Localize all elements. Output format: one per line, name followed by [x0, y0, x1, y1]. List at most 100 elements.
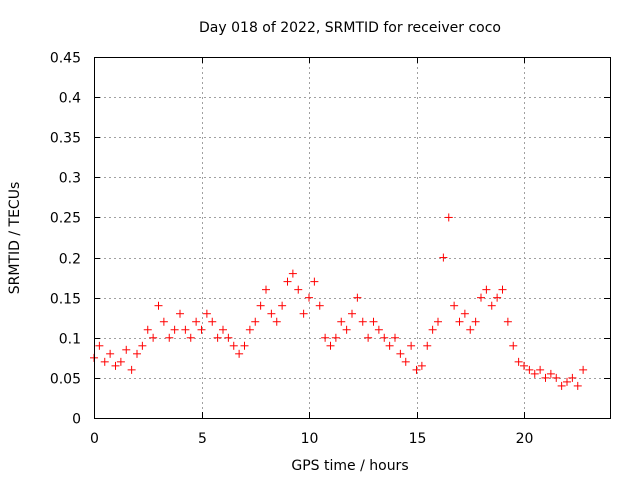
- data-point: [525, 365, 534, 374]
- data-point: [439, 253, 448, 262]
- data-point: [197, 325, 206, 334]
- points-layer: [90, 213, 588, 390]
- data-point: [202, 309, 211, 318]
- data-point: [100, 357, 109, 366]
- data-point: [321, 333, 330, 342]
- y-tick-label: 0.25: [50, 211, 81, 227]
- data-point: [192, 317, 201, 326]
- data-point: [401, 357, 410, 366]
- data-point: [299, 309, 308, 318]
- y-tick-label: 0.1: [59, 332, 81, 348]
- data-point: [310, 277, 319, 286]
- data-point: [428, 325, 437, 334]
- data-point: [245, 325, 254, 334]
- data-point: [235, 349, 244, 358]
- data-point: [477, 293, 485, 302]
- y-tick-label: 0.35: [50, 131, 81, 147]
- data-point: [154, 301, 163, 310]
- data-point: [331, 333, 340, 342]
- data-point: [208, 317, 217, 326]
- y-tick-label: 0.45: [50, 51, 81, 67]
- data-point: [423, 341, 432, 350]
- data-point: [159, 317, 168, 326]
- ticks-layer: [94, 57, 610, 419]
- x-tick-label: 10: [301, 431, 319, 447]
- x-tick-label: 0: [90, 431, 99, 447]
- y-tick-label: 0.3: [59, 171, 81, 187]
- data-point: [358, 317, 367, 326]
- data-point: [272, 317, 281, 326]
- data-point: [573, 381, 582, 390]
- data-point: [176, 309, 184, 318]
- x-axis-label: GPS time / hours: [291, 458, 408, 474]
- data-point: [315, 301, 324, 310]
- y-tick-label: 0.2: [59, 252, 81, 268]
- data-point: [364, 333, 373, 342]
- data-point: [283, 277, 292, 286]
- data-point: [487, 301, 496, 310]
- data-point: [288, 269, 297, 278]
- y-tick-label: 0: [72, 412, 81, 428]
- data-point: [460, 309, 469, 318]
- data-point: [374, 325, 383, 334]
- data-point: [353, 293, 362, 302]
- data-point: [407, 341, 416, 350]
- x-tick-label: 20: [516, 431, 534, 447]
- data-point: [396, 349, 405, 358]
- x-tick-label: 15: [409, 431, 427, 447]
- data-point: [466, 325, 475, 334]
- data-point: [557, 381, 566, 390]
- data-point: [95, 341, 104, 350]
- data-point: [369, 317, 378, 326]
- data-point: [471, 317, 480, 326]
- data-point: [165, 333, 174, 342]
- labels-layer: 0 0.05 0.1 0.15 0.2 0.25 0.3 0.35 0.4 0.45 0 5 10 15 2…: [50, 51, 534, 448]
- data-point: [536, 365, 545, 374]
- data-point: [546, 369, 555, 378]
- data-point: [106, 349, 115, 358]
- data-point: [240, 341, 249, 350]
- data-point: [509, 341, 518, 350]
- data-point: [520, 361, 528, 370]
- data-point: [482, 285, 491, 294]
- x-tick-label: 5: [198, 431, 207, 447]
- data-point: [213, 333, 222, 342]
- data-point: [514, 357, 523, 366]
- chart-title: Day 018 of 2022, SRMTID for receiver coc…: [199, 20, 501, 36]
- data-point: [563, 377, 571, 386]
- data-point: [111, 361, 120, 370]
- data-point: [278, 301, 287, 310]
- data-point: [530, 369, 539, 378]
- data-point: [170, 325, 179, 334]
- data-point: [229, 341, 238, 350]
- data-point: [493, 293, 502, 302]
- data-point: [294, 285, 303, 294]
- data-point: [444, 213, 453, 222]
- data-point: [224, 333, 233, 342]
- data-point: [326, 341, 335, 350]
- data-point: [186, 333, 195, 342]
- data-point: [450, 301, 459, 310]
- data-point: [219, 325, 227, 334]
- data-point: [116, 357, 125, 366]
- y-tick-label: 0.05: [50, 372, 81, 388]
- data-point: [256, 301, 265, 310]
- data-point: [568, 373, 577, 382]
- data-point: [122, 345, 131, 354]
- grid-layer: [94, 57, 610, 418]
- data-point: [251, 317, 260, 326]
- data-point: [149, 333, 158, 342]
- y-tick-label: 0.15: [50, 292, 81, 308]
- data-point: [434, 317, 442, 326]
- data-point: [385, 341, 394, 350]
- data-point: [503, 317, 512, 326]
- data-point: [133, 349, 141, 358]
- y-tick-label: 0.4: [59, 91, 81, 107]
- data-point: [181, 325, 190, 334]
- plot-frame: [94, 57, 611, 419]
- data-point: [138, 341, 147, 350]
- data-point: [267, 309, 276, 318]
- y-axis-label: SRMTID / TECUs: [7, 182, 23, 295]
